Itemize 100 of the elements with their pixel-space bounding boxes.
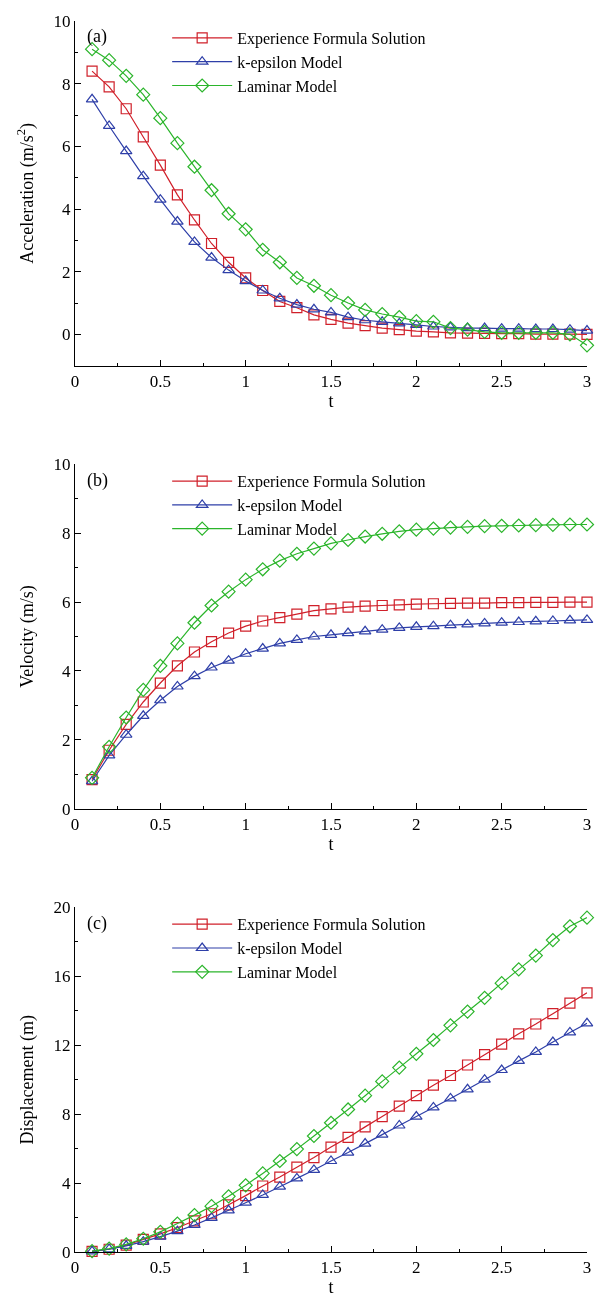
point: [274, 1171, 286, 1183]
annotation: (c): [87, 913, 107, 934]
point: [581, 987, 593, 999]
point: [530, 1018, 542, 1030]
point: [409, 1046, 424, 1061]
point: [188, 670, 201, 680]
point: [187, 1208, 202, 1223]
point: [289, 270, 304, 286]
point: [119, 145, 133, 155]
point: [102, 120, 116, 130]
y-tick-label: 2: [62, 730, 71, 750]
point: [325, 313, 337, 325]
point: [325, 1141, 337, 1153]
point: [375, 306, 390, 322]
point: [171, 215, 184, 225]
point: [545, 932, 560, 948]
point: [359, 1121, 371, 1133]
point: [273, 292, 287, 302]
point: [257, 1180, 269, 1192]
point: [579, 517, 595, 532]
point: [240, 620, 252, 632]
point: [325, 603, 337, 615]
point: [221, 206, 236, 221]
point: [341, 311, 355, 321]
x-tick-label: 0.5: [149, 1258, 171, 1278]
x-tick-label: 0.5: [149, 815, 171, 835]
point: [238, 572, 253, 587]
point: [341, 627, 355, 637]
point: [274, 295, 286, 308]
point: [513, 1028, 525, 1040]
point: [290, 634, 304, 644]
point: [103, 744, 115, 756]
y-axis-title: Displacement (m): [16, 1014, 38, 1145]
point: [580, 324, 594, 334]
y-tick-label: 8: [62, 1105, 71, 1125]
point: [426, 521, 441, 536]
point: [187, 615, 202, 630]
point: [529, 323, 543, 333]
legend-label: Experience Formula Solution: [237, 30, 426, 49]
point: [273, 637, 287, 647]
point: [323, 536, 339, 551]
point: [580, 1017, 594, 1027]
point: [545, 517, 560, 532]
point: [494, 518, 509, 533]
point: [307, 630, 321, 640]
point: [358, 625, 372, 635]
point: [564, 596, 576, 608]
x-tick-label: 3: [582, 815, 592, 835]
y-tick-label: 16: [53, 967, 71, 987]
x-tick-label: 1: [241, 1258, 250, 1278]
point: [222, 264, 235, 274]
point: [444, 1092, 457, 1102]
y-tick-label: 0: [62, 799, 71, 819]
legend-label: Laminar Model: [237, 520, 338, 538]
x-tick-label: 3: [582, 372, 592, 392]
x-tick-label: 1: [241, 815, 250, 835]
point: [461, 1059, 474, 1071]
y-tick-label: 2: [62, 262, 71, 282]
point: [511, 962, 526, 977]
point: [256, 642, 270, 652]
point: [358, 529, 373, 544]
point: [563, 1026, 577, 1036]
point: [171, 660, 183, 672]
point: [102, 749, 116, 759]
point: [188, 1219, 201, 1229]
point: [511, 518, 526, 533]
point: [478, 617, 491, 627]
x-tick-label: 2: [412, 815, 421, 835]
point: [342, 317, 354, 329]
point: [410, 1090, 422, 1102]
point: [376, 1110, 388, 1123]
point: [358, 302, 373, 317]
point: [272, 553, 287, 568]
point: [238, 222, 253, 237]
x-axis-title: t: [328, 391, 334, 412]
y-tick-label: 10: [53, 455, 71, 475]
point: [444, 597, 457, 610]
point: [323, 1115, 339, 1130]
point: [460, 1004, 475, 1019]
point: [392, 1119, 406, 1129]
point: [478, 322, 491, 332]
y-tick-label: 4: [62, 199, 72, 219]
y-tick-label: 10: [53, 11, 71, 31]
point: [223, 256, 235, 268]
point: [323, 288, 339, 303]
point: [427, 598, 439, 610]
point: [205, 661, 218, 671]
point: [238, 1178, 253, 1193]
x-tick-label: 2.5: [491, 372, 513, 392]
point: [579, 338, 595, 353]
point: [562, 919, 578, 934]
point: [340, 295, 356, 311]
point: [255, 242, 270, 257]
point: [410, 598, 422, 610]
point: [495, 1064, 509, 1074]
point: [340, 1102, 356, 1117]
point: [136, 87, 151, 102]
point: [272, 1153, 287, 1169]
point: [461, 1083, 474, 1093]
point: [460, 322, 475, 337]
